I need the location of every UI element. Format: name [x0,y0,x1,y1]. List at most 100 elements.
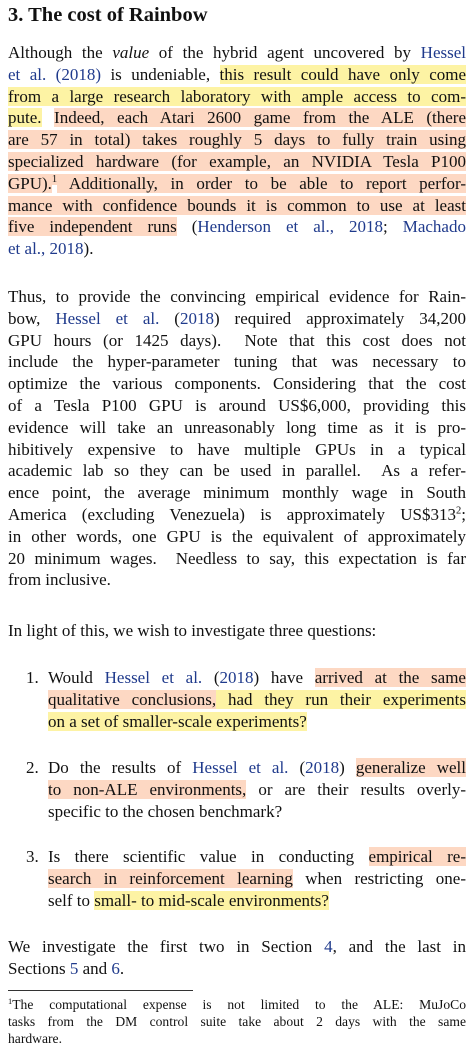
text-run: GPU hours (or 1425 days). Note that this… [8,330,466,350]
highlight: GPU). [8,173,52,193]
text-line: five independent runs (Henderson et al.,… [8,216,466,238]
text-run: from inclusive. [8,570,111,590]
list-body: Is there scientific value in conducting … [48,846,466,911]
list-body: Would Hessel et al. (2018) have arrived … [48,667,466,732]
text-run: ( [202,668,220,687]
link: Hessel et al. [104,668,203,687]
text-run: of the hybrid agent uncovered by [149,43,421,62]
text-run: hibitively expensive to have multiple GP… [8,439,466,459]
text-line: on a set of smaller-scale experiments? [48,711,466,733]
text-line: Do the results of Hessel et al. (2018) g… [48,757,466,779]
text-run: Although the [8,43,113,62]
text-run: specific to the chosen benchmark? [48,801,283,821]
text-line: specialized hardware (for example, an NV… [8,151,466,173]
text-run: when restricting one- [292,868,466,888]
list-item: 2. Do the results of Hessel et al. (2018)… [26,757,466,822]
text-run: 1 [8,995,13,1006]
text-run: ) [339,758,356,777]
highlight: from a large research laboratory with am… [8,86,466,106]
link: 5 [69,958,79,978]
text-run: ). [83,239,94,259]
highlight: mance with confidence bounds it is commo… [8,195,466,215]
highlight: qualitative conclusions, [48,689,217,709]
text-run: value [112,43,150,62]
list-marker: 1. [26,668,39,687]
link: 6 [111,958,120,978]
text-line: in other words, one GPU is the equivalen… [8,526,466,548]
text-run: America (excluding Venezuela) is approxi… [8,504,456,524]
text-line: self to small- to mid-scale environments… [48,890,466,912]
list-marker: 3. [26,847,39,866]
text-line: 1The computational expense is not limite… [8,996,466,1013]
highlight: Additionally, in order to be able to rep… [57,173,466,193]
text-run [42,108,55,127]
link: 2018 [305,758,340,777]
text-line: GPU hours (or 1425 days). Note that this… [8,330,466,352]
paragraph: We investigate the first two in Section … [8,936,466,980]
text-line: Is there scientific value in conducting … [48,846,466,868]
text-run: evidence will take an unreasonably long … [8,417,466,437]
text-line: bow, Hessel et al. (2018) required appro… [8,308,466,330]
link: Hessel et al. [55,308,160,328]
text-line: academic lab so they can be used in para… [8,460,466,482]
text-line: Thus, to provide the convincing empirica… [8,286,466,308]
text-run: tasks from the DM control suite take abo… [8,1014,466,1029]
text-line: ence point, the average minimum monthly … [8,482,466,504]
text-run: self to [48,890,95,910]
highlight: specialized hardware (for example, an NV… [8,151,466,171]
link: Henderson et al., 2018 [197,217,384,237]
text-run: ) required approximately 34,200 [213,308,466,328]
text-run: , and the last in [332,937,466,956]
text-line: hibitively expensive to have multiple GP… [8,439,466,461]
text-run: or are their results overly- [246,779,467,799]
highlight: Indeed, each Atari 2600 game from the AL… [54,108,466,128]
paragraph: Although the value of the hybrid agent u… [8,42,467,260]
highlight: five independent runs [8,217,177,237]
highlight: to non-ALE environments, [48,779,247,799]
highlight: 1 [51,174,58,186]
link: Hessel et al. [192,758,289,777]
text-line: et al., 2018). [8,238,466,260]
text-run: ; [461,504,466,524]
text-run: . [119,958,125,978]
text-line: pute. Indeed, each Atari 2600 game from … [8,107,466,129]
link: et al., 2018 [8,239,84,259]
highlight: had they run their experiments [216,689,466,709]
text-line: include the hyper-parameter tuning that … [8,351,466,373]
text-run: ( [176,217,198,237]
highlight: empirical re- [368,847,466,866]
link: 4 [324,937,333,956]
link: Machado [402,217,466,237]
text-line: optimize the various components. Conside… [8,373,466,395]
text-run: and [78,958,112,978]
text-line: from a large research laboratory with am… [8,86,466,108]
text-run: academic lab so they can be used in para… [8,461,466,481]
text-run: 2 [456,505,462,517]
text-line: to non-ALE environments, or are their re… [48,779,466,801]
text-line: et al. (2018) is undeniable, this result… [8,64,467,86]
text-line: of a Tesla P100 GPU is around US$6,000, … [8,395,466,417]
link: et al. (2018) [8,64,102,84]
text-run: Thus, to provide the convincing empirica… [8,287,466,306]
list-item: 1. Would Hessel et al. (2018) have arrive… [26,667,466,732]
text-line: from inclusive. [8,569,466,591]
text-run: We investigate the first two in Section [8,937,325,956]
text-run: bow, [8,308,56,328]
text-line: We investigate the first two in Section … [8,936,466,958]
link: 2018 [179,308,214,328]
text-line: hardware. [8,1030,466,1047]
text-line: 20 minimum wages. Needless to say, this … [8,548,466,570]
paragraph: Thus, to provide the convincing empirica… [8,286,466,591]
list-body: Do the results of Hessel et al. (2018) g… [48,757,466,822]
text-run: in other words, one GPU is the equivalen… [8,526,466,546]
text-run: include the hyper-parameter tuning that … [8,352,466,372]
highlight: small- to mid-scale environments? [94,890,329,910]
highlight: pute. [8,108,42,128]
text-run: ( [159,308,180,328]
text-line: Sections 5 and 6. [8,958,466,980]
text-run: is undeniable, [101,64,220,84]
list-item: 3. Is there scientific value in conductin… [26,846,466,911]
text-run: Do the results of [48,758,193,777]
text-line: GPU).1 Additionally, in order to be able… [8,173,466,195]
highlight: generalize well [355,758,466,777]
